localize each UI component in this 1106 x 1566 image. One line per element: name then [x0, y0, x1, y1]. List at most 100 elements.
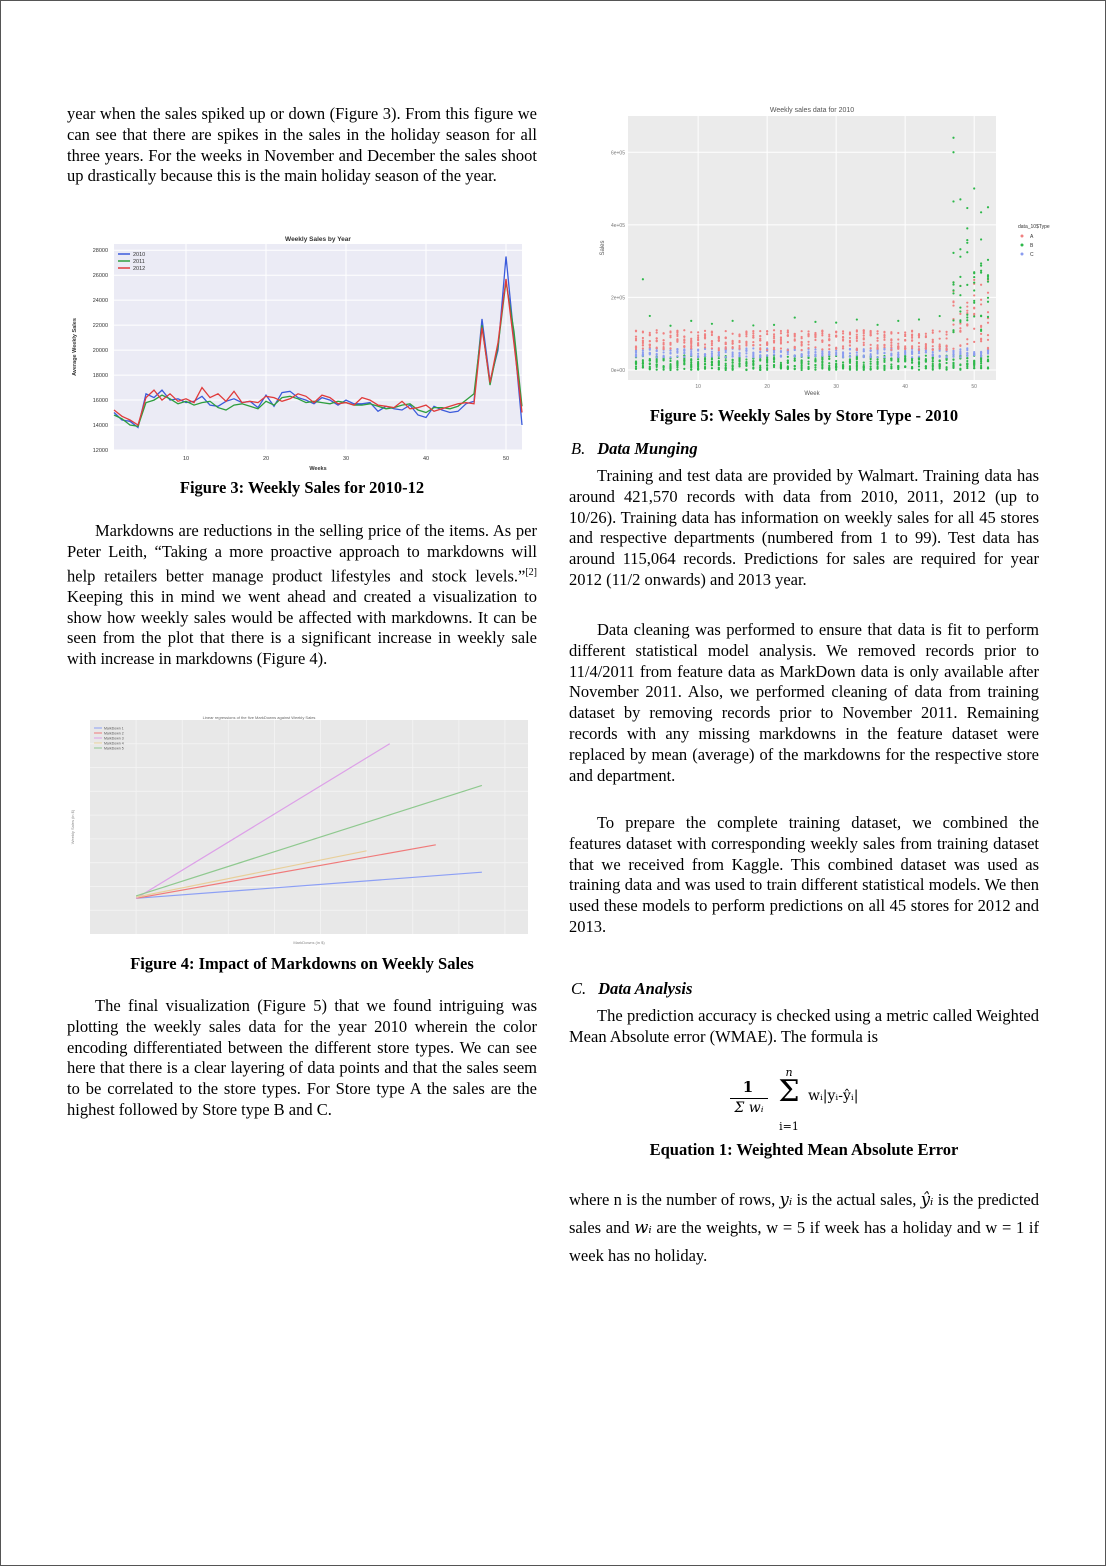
scatter-point-c [745, 347, 748, 350]
scatter-point-b [848, 361, 852, 364]
scatter-point-a [855, 333, 858, 336]
scatter-point-b [786, 361, 789, 365]
scatter-point-a [938, 343, 941, 346]
scatter-point-a [683, 335, 686, 338]
plot-background [90, 720, 528, 934]
scatter-point-a [855, 337, 858, 340]
scatter-point-b [752, 359, 755, 362]
scatter-point-a [841, 332, 845, 335]
regression-line-1 [136, 871, 482, 899]
scatter-point-b [952, 289, 955, 292]
scatter-point-a [800, 344, 803, 347]
scatter-point-b [759, 364, 762, 367]
scatter-point-b [793, 364, 796, 368]
scatter-point-a [966, 305, 969, 308]
scatter-point-a [745, 335, 748, 338]
scatter-point-a [814, 338, 817, 342]
scatter-point-a [683, 329, 686, 332]
scatter-point-c [676, 350, 679, 353]
scatter-point-a [779, 336, 783, 339]
right-para-c2: where n is the number of rows, yᵢ is the… [569, 1186, 1039, 1270]
scatter-point-b [676, 361, 679, 364]
scatter-point-a [855, 330, 858, 333]
chart-title: Weekly Sales by Year [285, 236, 351, 243]
scatter-point-b [966, 316, 969, 319]
scatter-point-a [676, 334, 679, 338]
scatter-point-a [910, 346, 914, 350]
scatter-point-a [910, 329, 914, 332]
y-tick-label: 18000 [93, 373, 108, 379]
scatter-point-a [952, 301, 955, 304]
scatter-point-b [986, 277, 990, 280]
scatter-point-b [959, 284, 962, 288]
scatter-point-b [973, 271, 976, 274]
scatter-point-b [669, 359, 672, 363]
scatter-point-b [986, 280, 990, 283]
scatter-point-a [807, 340, 810, 343]
scatter-point-b [855, 357, 858, 360]
scatter-point-b [952, 366, 955, 369]
scatter-point-b [779, 363, 783, 367]
scatter-point-a [641, 347, 645, 350]
scatter-point-a [848, 331, 852, 334]
scatter-point-c [641, 349, 645, 352]
right-para-b3: To prepare the complete training dataset… [569, 813, 1039, 938]
scatter-point-b [703, 360, 707, 363]
scatter-point-c [862, 350, 865, 353]
scatter-point-b [876, 358, 879, 361]
scatter-point-b [862, 366, 865, 369]
scatter-point-b [917, 365, 921, 368]
scatter-point-b [883, 364, 886, 368]
scatter-point-a [910, 333, 914, 336]
scatter-point-a [703, 346, 707, 349]
scatter-point-a [710, 331, 714, 334]
equation-caption: Equation 1: Weighted Mean Absolute Error [649, 1140, 959, 1159]
scatter-point-a [910, 336, 914, 339]
scatter-point-c [979, 351, 983, 354]
scatter-point-a [910, 339, 914, 342]
scatter-point-a [917, 334, 921, 337]
plot-background [114, 244, 522, 450]
scatter-point-b [772, 365, 776, 369]
scatter-point-b [766, 360, 769, 363]
scatter-point-c [676, 355, 679, 358]
scatter-point-b [862, 361, 865, 364]
regression-line-2 [135, 844, 436, 899]
scatter-point-a [772, 341, 776, 344]
scatter-point-a [973, 294, 976, 297]
scatter-point-b [710, 367, 714, 370]
scatter-point-b [703, 358, 707, 361]
scatter-point-b [655, 363, 658, 366]
scatter-point-c [869, 353, 872, 356]
scatter-point-b [890, 357, 893, 360]
scatter-point-a [979, 303, 983, 306]
scatter-point-b [669, 324, 672, 327]
scatter-point-a [745, 340, 748, 343]
scatter-point-b [690, 363, 693, 366]
scatter-point-b [835, 321, 838, 324]
paragraph-text: Training and test data are provided by W… [569, 466, 1039, 589]
scatter-point-b [883, 360, 886, 363]
scatter-point-a [766, 333, 769, 336]
scatter-point-b [641, 362, 645, 365]
scatter-point-a [890, 346, 893, 349]
scatter-point-a [890, 348, 893, 351]
scatter-point-b [952, 283, 955, 286]
scatter-point-b [986, 296, 990, 299]
scatter-point-a [690, 331, 693, 334]
scatter-point-a [883, 338, 886, 341]
scatter-point-c [697, 355, 700, 359]
scatter-point-a [828, 333, 831, 336]
scatter-point-a [828, 348, 831, 351]
scatter-point-c [710, 352, 714, 355]
scatter-point-a [931, 329, 934, 332]
x-axis-label: MarkDowns (in $) [293, 940, 325, 945]
scatter-point-a [655, 339, 658, 342]
eq-denominator: Σ wᵢ [734, 1100, 764, 1116]
scatter-point-c [848, 355, 852, 358]
scatter-point-a [821, 339, 824, 342]
scatter-point-b [835, 362, 838, 365]
scatter-point-a [779, 340, 783, 344]
scatter-point-b [986, 258, 990, 261]
scatter-point-c [966, 347, 969, 350]
